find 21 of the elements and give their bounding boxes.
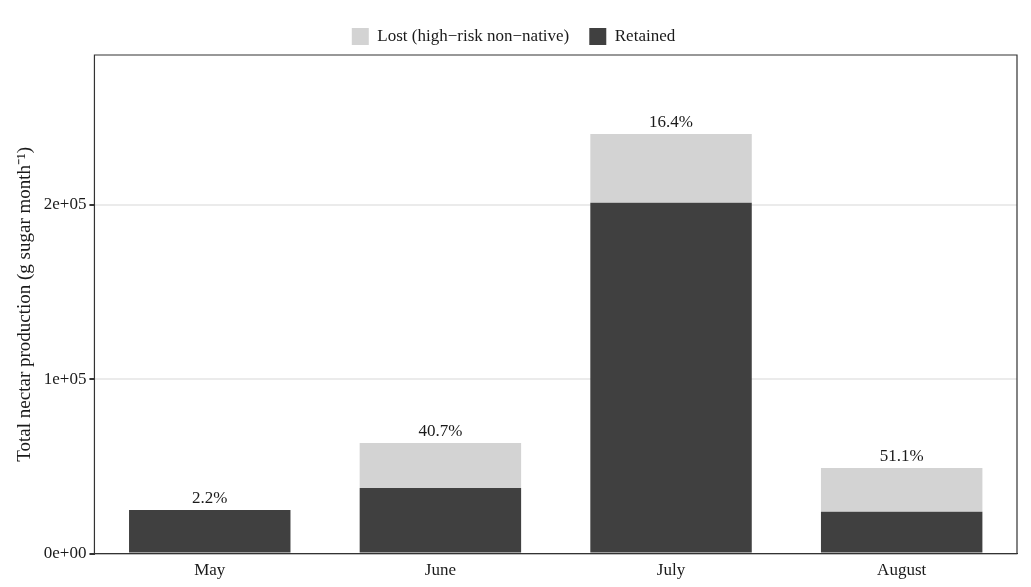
legend-label: Lost (high−risk non−native) xyxy=(377,25,570,45)
bar xyxy=(820,511,983,553)
y-tick-label: 2e+05 xyxy=(43,194,87,214)
annotation: 2.2% xyxy=(192,487,228,507)
annotation: 51.1% xyxy=(879,445,924,465)
y-tick-label: 1e+05 xyxy=(43,368,87,388)
bar xyxy=(820,468,983,512)
x-tick-label: July xyxy=(656,560,686,580)
annotation: 16.4% xyxy=(649,111,693,131)
bar xyxy=(129,510,291,553)
bar xyxy=(590,133,752,203)
annotation: 40.7% xyxy=(418,420,463,440)
x-tick-label: June xyxy=(424,560,456,580)
bar xyxy=(359,442,522,488)
bar xyxy=(359,487,522,553)
bar xyxy=(590,202,752,553)
legend-label: Retained xyxy=(614,25,676,45)
x-tick-label: August xyxy=(877,560,927,580)
x-tick-label: May xyxy=(194,560,226,580)
y-tick-label: 0e+00 xyxy=(43,543,87,563)
y-axis-title: Total nectar production (g sugar month⁻¹) xyxy=(13,146,36,462)
